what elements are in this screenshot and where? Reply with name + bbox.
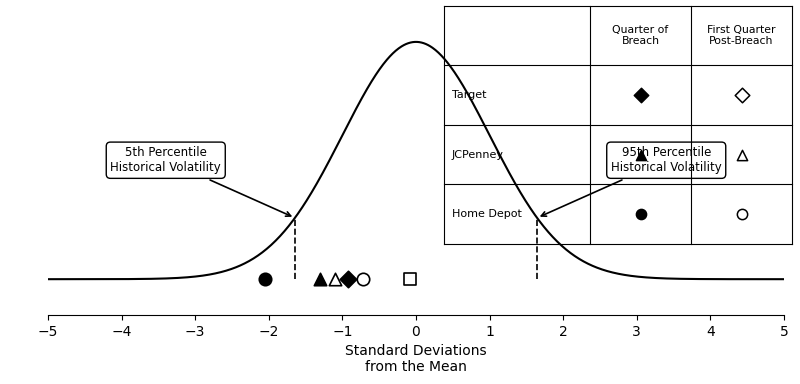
- Point: [314, 276, 326, 282]
- Point: [258, 276, 271, 282]
- Point: [329, 276, 342, 282]
- Point: [634, 152, 647, 158]
- Point: [404, 276, 417, 282]
- Text: Quarter of
Breach: Quarter of Breach: [613, 25, 669, 46]
- Point: [735, 211, 748, 217]
- Point: [342, 276, 354, 282]
- Text: First Quarter
Post-Breach: First Quarter Post-Breach: [707, 25, 776, 46]
- Point: [357, 276, 370, 282]
- Text: 5th Percentile
Historical Volatility: 5th Percentile Historical Volatility: [110, 146, 290, 216]
- Text: Target: Target: [452, 90, 486, 100]
- Text: JCPenney: JCPenney: [452, 149, 504, 160]
- Text: Home Depot: Home Depot: [452, 209, 522, 219]
- Point: [634, 92, 647, 98]
- Text: 95th Percentile
Historical Volatility: 95th Percentile Historical Volatility: [542, 146, 722, 216]
- Point: [735, 92, 748, 98]
- X-axis label: Standard Deviations
from the Mean: Standard Deviations from the Mean: [345, 344, 487, 374]
- Point: [634, 211, 647, 217]
- Point: [735, 152, 748, 158]
